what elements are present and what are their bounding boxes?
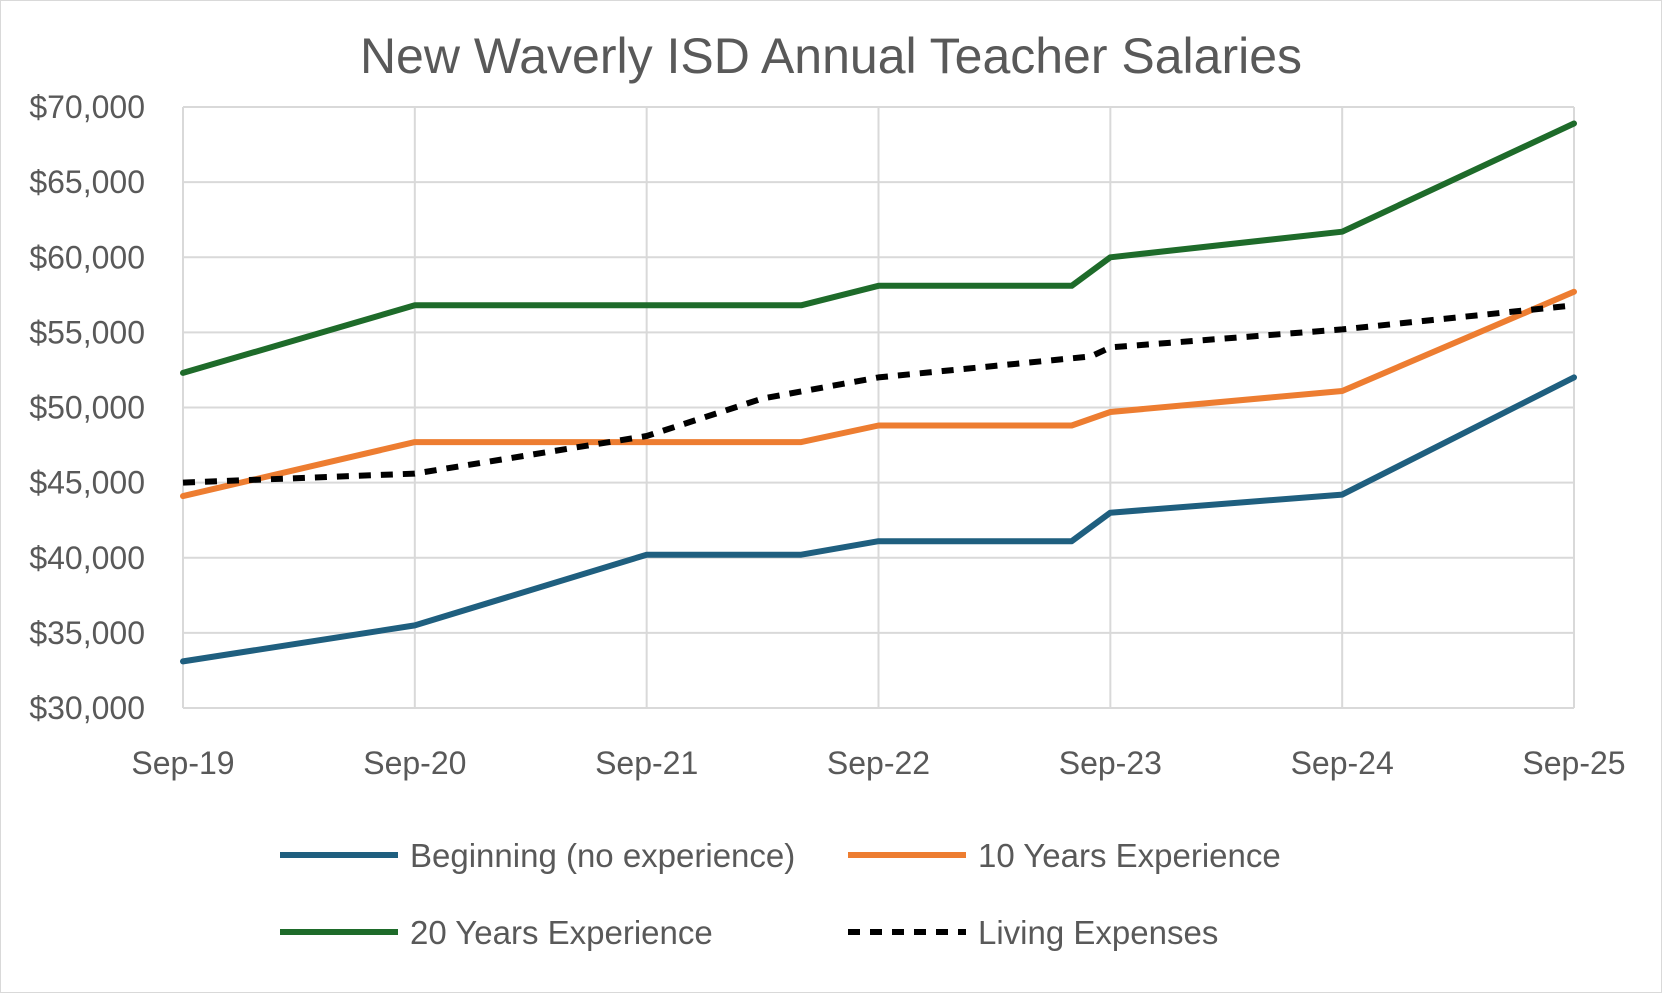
y-tick-label: $35,000 <box>29 615 145 651</box>
legend-label: Beginning (no experience) <box>410 837 795 874</box>
y-tick-label: $60,000 <box>29 239 145 275</box>
series-line <box>180 120 1577 376</box>
x-tick-label: Sep-24 <box>1291 745 1394 781</box>
legend-label: 10 Years Experience <box>978 837 1281 874</box>
y-tick-label: $50,000 <box>29 390 145 426</box>
x-tick-label: Sep-21 <box>595 745 698 781</box>
x-tick-label: Sep-19 <box>131 745 234 781</box>
y-tick-label: $65,000 <box>29 164 145 200</box>
x-tick-label: Sep-20 <box>363 745 466 781</box>
axes: $30,000 $35,000 $40,000 $45,000 $50,000 $55,0… <box>29 89 1625 781</box>
series-lines <box>180 120 1577 665</box>
chart-title: New Waverly ISD Annual Teacher Salaries <box>360 28 1302 84</box>
legend-label: 20 Years Experience <box>410 914 713 951</box>
y-tick-label: $45,000 <box>29 465 145 501</box>
gridlines <box>182 106 1575 709</box>
y-tick-label: $55,000 <box>29 314 145 350</box>
legend: Beginning (no experience) 10 Years Experi… <box>280 837 1281 951</box>
y-tick-label: $30,000 <box>29 690 145 726</box>
x-tick-label: Sep-25 <box>1522 745 1625 781</box>
series-line <box>182 302 1575 486</box>
x-tick-label: Sep-23 <box>1059 745 1162 781</box>
y-tick-label: $40,000 <box>29 540 145 576</box>
series-line <box>180 374 1577 665</box>
x-tick-label: Sep-22 <box>827 745 930 781</box>
series-line <box>180 288 1577 500</box>
legend-label: Living Expenses <box>978 914 1218 951</box>
y-tick-label: $70,000 <box>29 89 145 125</box>
